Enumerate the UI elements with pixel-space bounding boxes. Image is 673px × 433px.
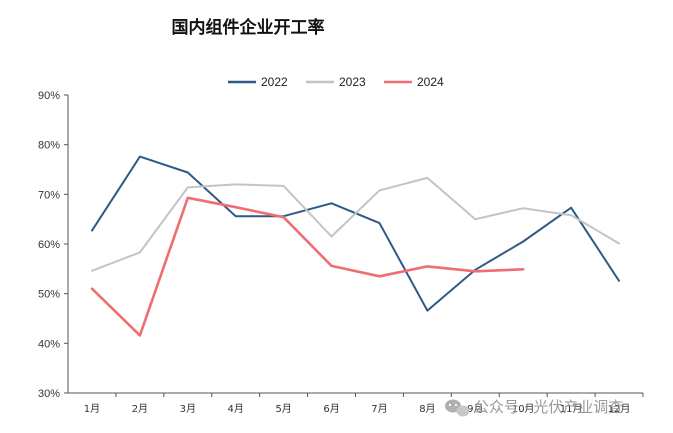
legend-entry-2024: 2024 [384,75,444,89]
x-tick-label: 3月 [180,403,196,415]
y-tick-label: 60% [38,239,60,251]
series-line-2024 [90,196,525,337]
x-tick-label: 12月 [608,403,631,415]
x-tick-label: 7月 [371,403,387,415]
x-tick-label: 1月 [84,403,100,415]
y-tick-label: 90% [38,90,60,102]
legend-entry-2023: 2023 [306,75,366,89]
x-tick-label: 4月 [228,403,244,415]
series-line-2023 [91,176,620,272]
x-tick-label: 5月 [275,403,291,415]
watermark: 公众号 · 光伏产业调查 [445,398,623,417]
x-tick-label: 9月 [467,403,483,415]
y-tick-label: 30% [38,388,60,400]
y-tick-label: 70% [38,189,60,201]
x-tick-label: 8月 [419,403,435,415]
x-tick-label: 2月 [132,403,148,415]
watermark-text: 公众号 · 光伏产业调查 [474,398,623,416]
axes: 30% 40% 50% 60% 70% 80% 90% 1月 2月 3月 4月 5月 6月 7月 8月 9月 1… [38,90,644,415]
legend-entry-2022: 2022 [228,75,288,89]
x-tick-label: 10月 [512,403,535,415]
series-group [90,155,620,337]
y-tick-label: 40% [38,338,60,350]
x-tick-label: 11月 [560,403,583,415]
wechat-icon [445,399,470,417]
legend: 2022 2023 2024 [228,75,444,89]
legend-label: 2023 [339,75,366,89]
series-line-2022 [91,155,620,312]
y-tick-label: 80% [38,140,60,152]
x-tick-label: 6月 [323,403,339,415]
chart-title: 国内组件企业开工率 [172,17,325,38]
y-tick-label: 50% [38,289,60,301]
legend-label: 2022 [261,75,288,89]
legend-label: 2024 [417,75,444,89]
